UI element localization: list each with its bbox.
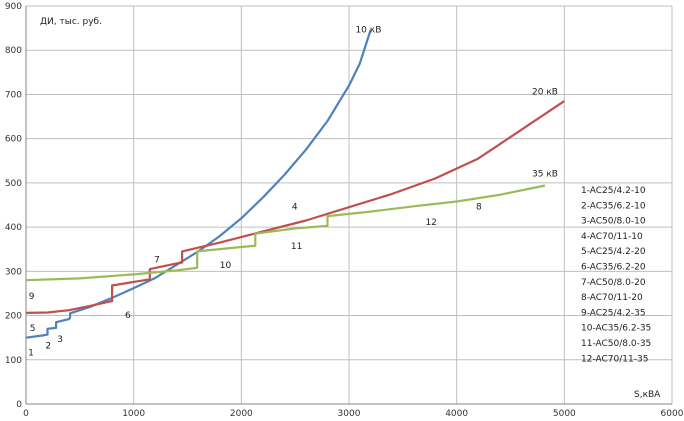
annotation-label: 6	[125, 311, 131, 321]
series-line-35kv	[25, 184, 546, 282]
y-tick-label: 100	[5, 356, 22, 366]
legend-entry: 2-AC35/6.2-10	[581, 201, 646, 211]
annotation-label: 10	[220, 261, 232, 271]
legend-entry: 5-AC25/4.2-20	[581, 247, 646, 257]
annotation-label: 11	[291, 242, 302, 252]
y-tick-label: 300	[5, 267, 22, 277]
y-tick-label: 800	[5, 46, 22, 56]
annotation-label: 7	[154, 255, 160, 265]
x-tick-label: 6000	[661, 409, 684, 419]
y-tick-label: 900	[5, 2, 22, 12]
annotation-label: 20 кВ	[532, 87, 558, 97]
legend-entry: 10-AC35/6.2-35	[581, 324, 651, 334]
x-tick-label: 2000	[230, 409, 253, 419]
annotation-label: 35 кВ	[532, 169, 558, 179]
series-line-10kv	[25, 29, 372, 339]
annotation-label: 2	[45, 342, 51, 352]
legend-entry: 6-AC35/6.2-20	[581, 263, 646, 273]
y-tick-label: 500	[5, 179, 22, 189]
x-tick-label: 3000	[338, 409, 361, 419]
y-tick-label: 0	[16, 400, 22, 410]
annotation-label: 10 кВ	[355, 26, 381, 36]
annotation-label: 5	[30, 324, 36, 334]
x-tick-label: 5000	[553, 409, 576, 419]
annotation-label: 12	[425, 218, 436, 228]
tick-labels: 0 100 200 300 400 500 600 700 800 900 0 1000 2000 300…	[5, 2, 684, 419]
annotation-label: 1	[28, 348, 34, 358]
legend-entry: 8-AC70/11-20	[581, 293, 643, 303]
legend: 1-AC25/4.2-10 2-AC35/6.2-10 3-AC50/8.0-10 4…	[581, 186, 651, 364]
legend-entry: 1-AC25/4.2-10	[581, 186, 646, 196]
x-tick-label: 4000	[445, 409, 468, 419]
legend-entry: 7-AC50/8.0-20	[581, 278, 646, 288]
x-tick-label: 1000	[122, 409, 145, 419]
y-tick-label: 400	[5, 223, 22, 233]
y-tick-label: 600	[5, 135, 22, 145]
annotation-label: 8	[476, 202, 482, 212]
y-tick-label: 700	[5, 90, 22, 100]
x-tick-label: 0	[23, 409, 29, 419]
grid	[26, 5, 673, 404]
legend-entry: 12-AC70/11-35	[581, 354, 648, 364]
legend-entry: 9-AC25/4.2-35	[581, 308, 646, 318]
series-lines	[25, 29, 565, 339]
legend-entry: 4-AC70/11-10	[581, 232, 643, 242]
legend-entry: 3-AC50/8.0-10	[581, 217, 646, 227]
series-line-20kv	[25, 100, 565, 314]
x-axis-title: S,кВА	[634, 390, 661, 400]
legend-entry: 11-AC50/8.0-35	[581, 339, 651, 349]
annotation-label: 9	[29, 292, 35, 302]
annotation-label: 3	[57, 335, 63, 345]
y-tick-label: 200	[5, 312, 22, 322]
y-axis-title: ДИ, тыс. руб.	[40, 17, 102, 27]
annotation-label: 4	[292, 202, 298, 212]
